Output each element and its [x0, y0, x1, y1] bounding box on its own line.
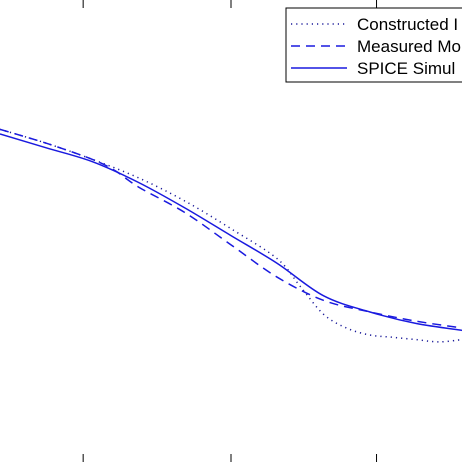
legend-label-spice: SPICE Simul: [357, 59, 455, 78]
series-line-constructed: [0, 128, 462, 343]
axis-ticks: [82, 0, 378, 462]
series-line-spice-simulated: [0, 133, 462, 332]
legend-label-constructed: Constructed I: [357, 15, 458, 34]
series-line-measured: [0, 128, 462, 329]
legend-label-measured: Measured Mo: [357, 37, 461, 56]
chart-legend: Constructed I Measured Mo SPICE Simul: [285, 7, 462, 83]
legend-box: [285, 7, 462, 83]
series-lines: [0, 128, 462, 343]
